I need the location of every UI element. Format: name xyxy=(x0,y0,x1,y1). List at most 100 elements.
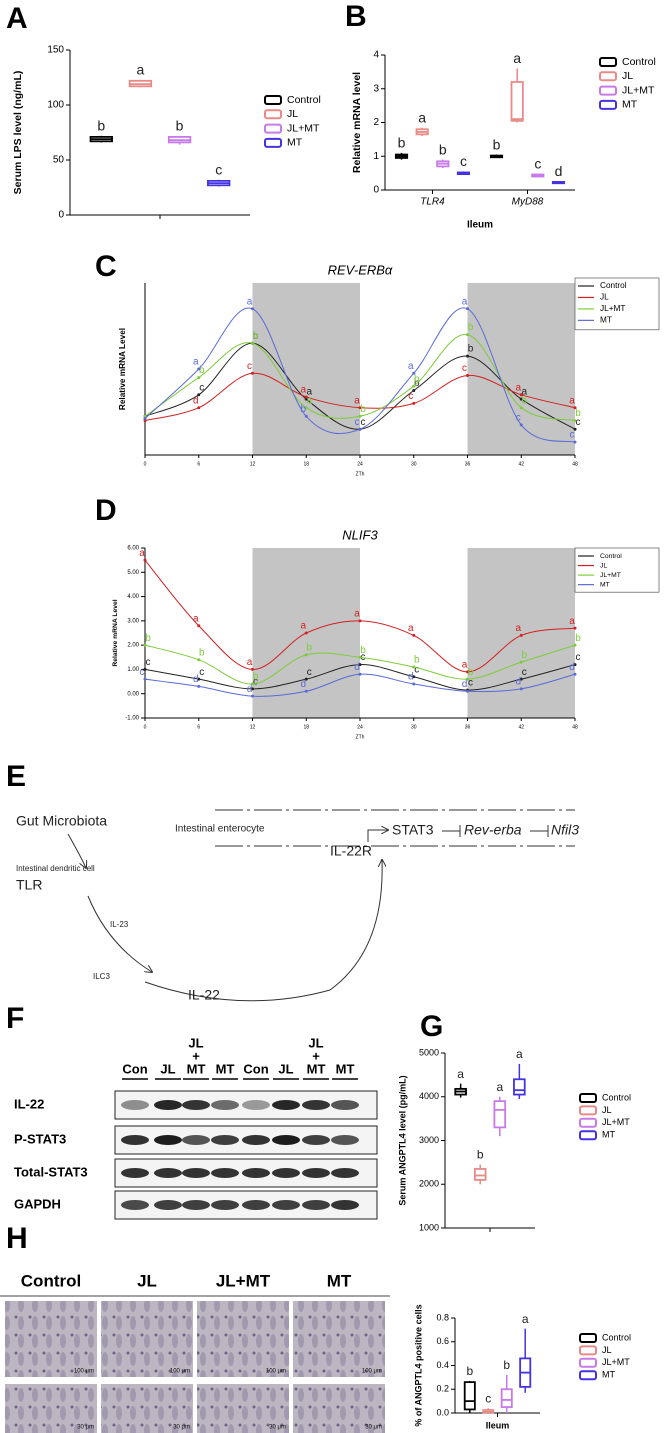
lane-label: + xyxy=(312,1048,320,1063)
data-point xyxy=(412,633,416,637)
legend-swatch xyxy=(264,95,282,105)
significance-letter: a xyxy=(137,61,145,77)
data-point xyxy=(519,660,523,664)
data-point xyxy=(519,423,523,427)
node-label: Gut Microbiota xyxy=(16,813,107,829)
legend-swatch xyxy=(264,123,282,134)
scale-label: 30 μm xyxy=(269,1425,286,1431)
data-point xyxy=(143,558,147,562)
significance-letter: b xyxy=(97,118,105,134)
significance-letter: a xyxy=(569,395,575,406)
blot-band xyxy=(121,1100,149,1110)
panel-label: E xyxy=(6,760,26,793)
significance-letter: c xyxy=(355,417,360,428)
blot-band xyxy=(182,1168,210,1178)
y-axis-title: % of ANGPTL4 positive cells xyxy=(413,1304,423,1426)
y-axis-title: Serum ANGPTL4 level (pg/mL) xyxy=(397,1075,407,1205)
significance-letter: a xyxy=(462,659,468,670)
scale-label: 100 μm xyxy=(170,1369,190,1375)
data-point xyxy=(143,416,147,420)
lane-label: Con xyxy=(122,1061,147,1076)
arrow xyxy=(87,895,152,972)
x-tick-label: 30 xyxy=(411,461,417,467)
data-point xyxy=(197,393,201,397)
significance-letter: a xyxy=(418,109,426,125)
y-axis-title: Relative mRNA Level xyxy=(112,599,119,666)
significance-letter: c xyxy=(247,361,252,372)
significance-letter: b xyxy=(466,1364,473,1378)
blot-band xyxy=(302,1168,330,1178)
legend-label: JL+MT xyxy=(602,1357,630,1367)
data-point xyxy=(251,341,254,345)
panel-label: G xyxy=(420,1010,443,1043)
box xyxy=(510,81,524,122)
x-axis-title: ZTh xyxy=(356,734,365,740)
node-label: ILC3 xyxy=(93,972,110,981)
data-point xyxy=(197,376,201,380)
significance-letter: b xyxy=(414,374,420,385)
blot-band xyxy=(211,1168,239,1178)
significance-letter: c xyxy=(199,382,204,393)
blot-band xyxy=(121,1168,149,1178)
row-label: GAPDH xyxy=(14,1196,61,1211)
y-tick-label: 2000 xyxy=(419,1179,439,1189)
y-tick-label: 2.00 xyxy=(127,643,139,649)
significance-letter: a xyxy=(300,385,306,396)
significance-letter: c xyxy=(576,417,581,428)
x-axis-title: Ileum xyxy=(486,1420,510,1430)
significance-letter: a xyxy=(457,1067,464,1081)
blot-band xyxy=(211,1135,239,1145)
data-point xyxy=(304,414,308,418)
lane-label: JL xyxy=(188,1035,203,1050)
legend-label: Control xyxy=(602,1332,631,1342)
legend-label: JL+MT xyxy=(602,1117,630,1127)
significance-letter: c xyxy=(408,391,413,402)
micrograph xyxy=(101,1384,193,1433)
significance-letter: a xyxy=(354,395,360,406)
y-tick-label: 3000 xyxy=(419,1135,439,1145)
dark-phase xyxy=(252,283,360,455)
data-point xyxy=(304,406,308,410)
significance-letter: b xyxy=(414,655,420,666)
blot-band xyxy=(121,1200,149,1210)
significance-letter: d xyxy=(193,674,199,685)
significance-letter: a xyxy=(139,548,145,559)
significance-letter: b xyxy=(493,136,501,152)
significance-letter: c xyxy=(516,413,521,424)
data-point xyxy=(466,373,469,377)
row-label: P-STAT3 xyxy=(14,1131,66,1146)
significance-letter: a xyxy=(462,296,468,307)
node-label: IL-22R xyxy=(330,843,372,859)
legend-label: JL xyxy=(602,1105,612,1115)
significance-letter: b xyxy=(398,135,406,151)
scale-label: 30 μm xyxy=(173,1425,190,1431)
significance-letter: b xyxy=(468,344,474,355)
significance-letter: b xyxy=(199,647,205,658)
data-point xyxy=(573,440,577,444)
significance-letter: b xyxy=(145,633,151,644)
significance-letter: d xyxy=(555,163,563,179)
blot-band xyxy=(331,1200,359,1210)
blot-band xyxy=(302,1200,330,1210)
group-label: JL xyxy=(137,1271,157,1290)
significance-letter: b xyxy=(575,408,581,419)
data-point xyxy=(304,653,308,657)
micrograph xyxy=(197,1301,289,1377)
arrow xyxy=(67,833,86,868)
significance-letter: d xyxy=(408,672,414,683)
significance-letter: c xyxy=(253,676,258,687)
significance-letter: b xyxy=(521,395,527,406)
inhibit xyxy=(442,825,461,837)
data-point xyxy=(251,694,254,698)
lane-label: JL xyxy=(278,1061,293,1076)
significance-letter: c xyxy=(199,667,204,678)
significance-letter: a xyxy=(408,361,414,372)
significance-letter: a xyxy=(513,50,521,66)
micrograph xyxy=(293,1384,385,1433)
significance-letter: b xyxy=(199,365,205,376)
x-axis-title: Ileum xyxy=(467,220,493,231)
x-tick-label: 30 xyxy=(411,724,417,730)
significance-letter: d xyxy=(300,679,306,690)
significance-letter: d xyxy=(247,684,253,695)
